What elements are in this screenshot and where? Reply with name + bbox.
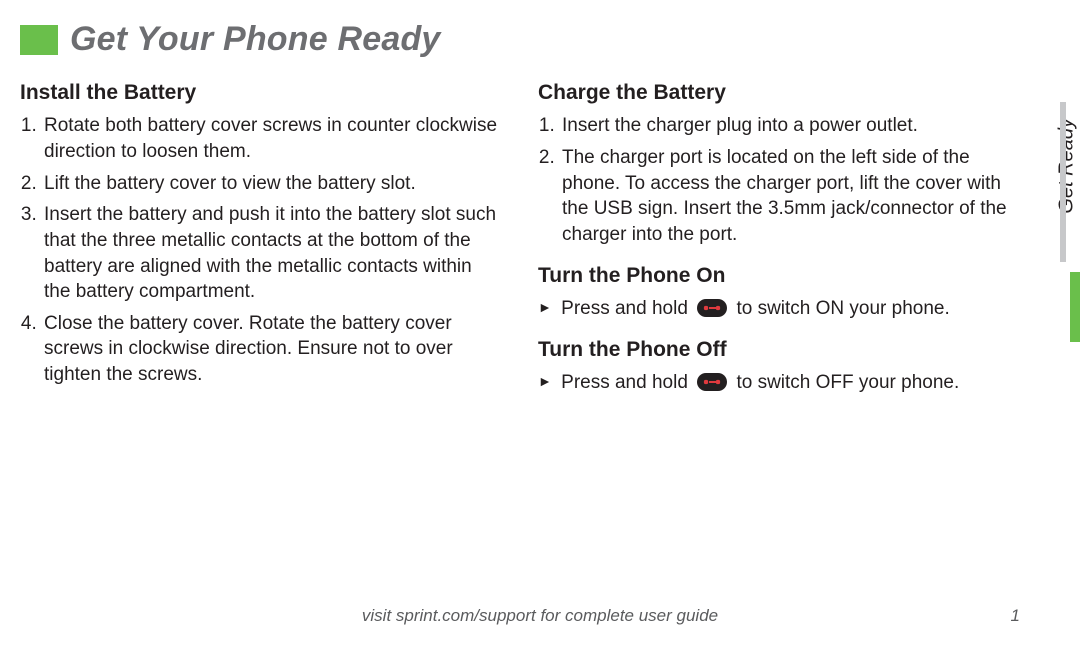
turn-on-heading: Turn the Phone On [538,262,1020,290]
turn-off-heading: Turn the Phone Off [538,336,1020,364]
list-item: Insert the charger plug into a power out… [560,113,1020,139]
charge-battery-steps: Insert the charger plug into a power out… [538,113,1020,247]
install-battery-heading: Install the Battery [20,79,502,107]
list-item: The charger port is located on the left … [560,145,1020,248]
bullet-triangle-icon: ► [538,298,552,317]
turn-on-pre: Press and hold [561,298,688,319]
title-accent-bar [20,25,58,55]
charge-battery-heading: Charge the Battery [538,79,1020,107]
side-tab [1054,102,1080,342]
turn-on-post: to switch ON your phone. [736,298,949,319]
page-number: 1 [1011,606,1020,626]
install-battery-steps: Rotate both battery cover screws in coun… [20,113,502,387]
list-item: Insert the battery and push it into the … [42,202,502,305]
right-column: Charge the Battery Insert the charger pl… [538,77,1020,396]
turn-off-post: to switch OFF your phone. [736,372,959,393]
page-title: Get Your Phone Ready [70,20,441,59]
left-column: Install the Battery Rotate both battery … [20,77,502,396]
side-tab-gray [1060,102,1066,262]
turn-off-instruction: ► Press and hold to switch OFF your phon… [538,370,1020,396]
turn-off-pre: Press and hold [561,372,688,393]
turn-on-instruction: ► Press and hold to switch ON your phone… [538,296,1020,322]
list-item: Close the battery cover. Rotate the batt… [42,311,502,388]
title-row: Get Your Phone Ready [20,20,1020,59]
list-item: Lift the battery cover to view the batte… [42,171,502,197]
power-button-icon [697,373,727,391]
content-columns: Install the Battery Rotate both battery … [20,77,1020,396]
power-button-icon [697,299,727,317]
footer-text: visit sprint.com/support for complete us… [0,606,1080,626]
manual-page: Get Your Phone Ready Install the Battery… [0,0,1080,648]
list-item: Rotate both battery cover screws in coun… [42,113,502,164]
side-tab-green [1070,272,1080,342]
bullet-triangle-icon: ► [538,372,552,391]
